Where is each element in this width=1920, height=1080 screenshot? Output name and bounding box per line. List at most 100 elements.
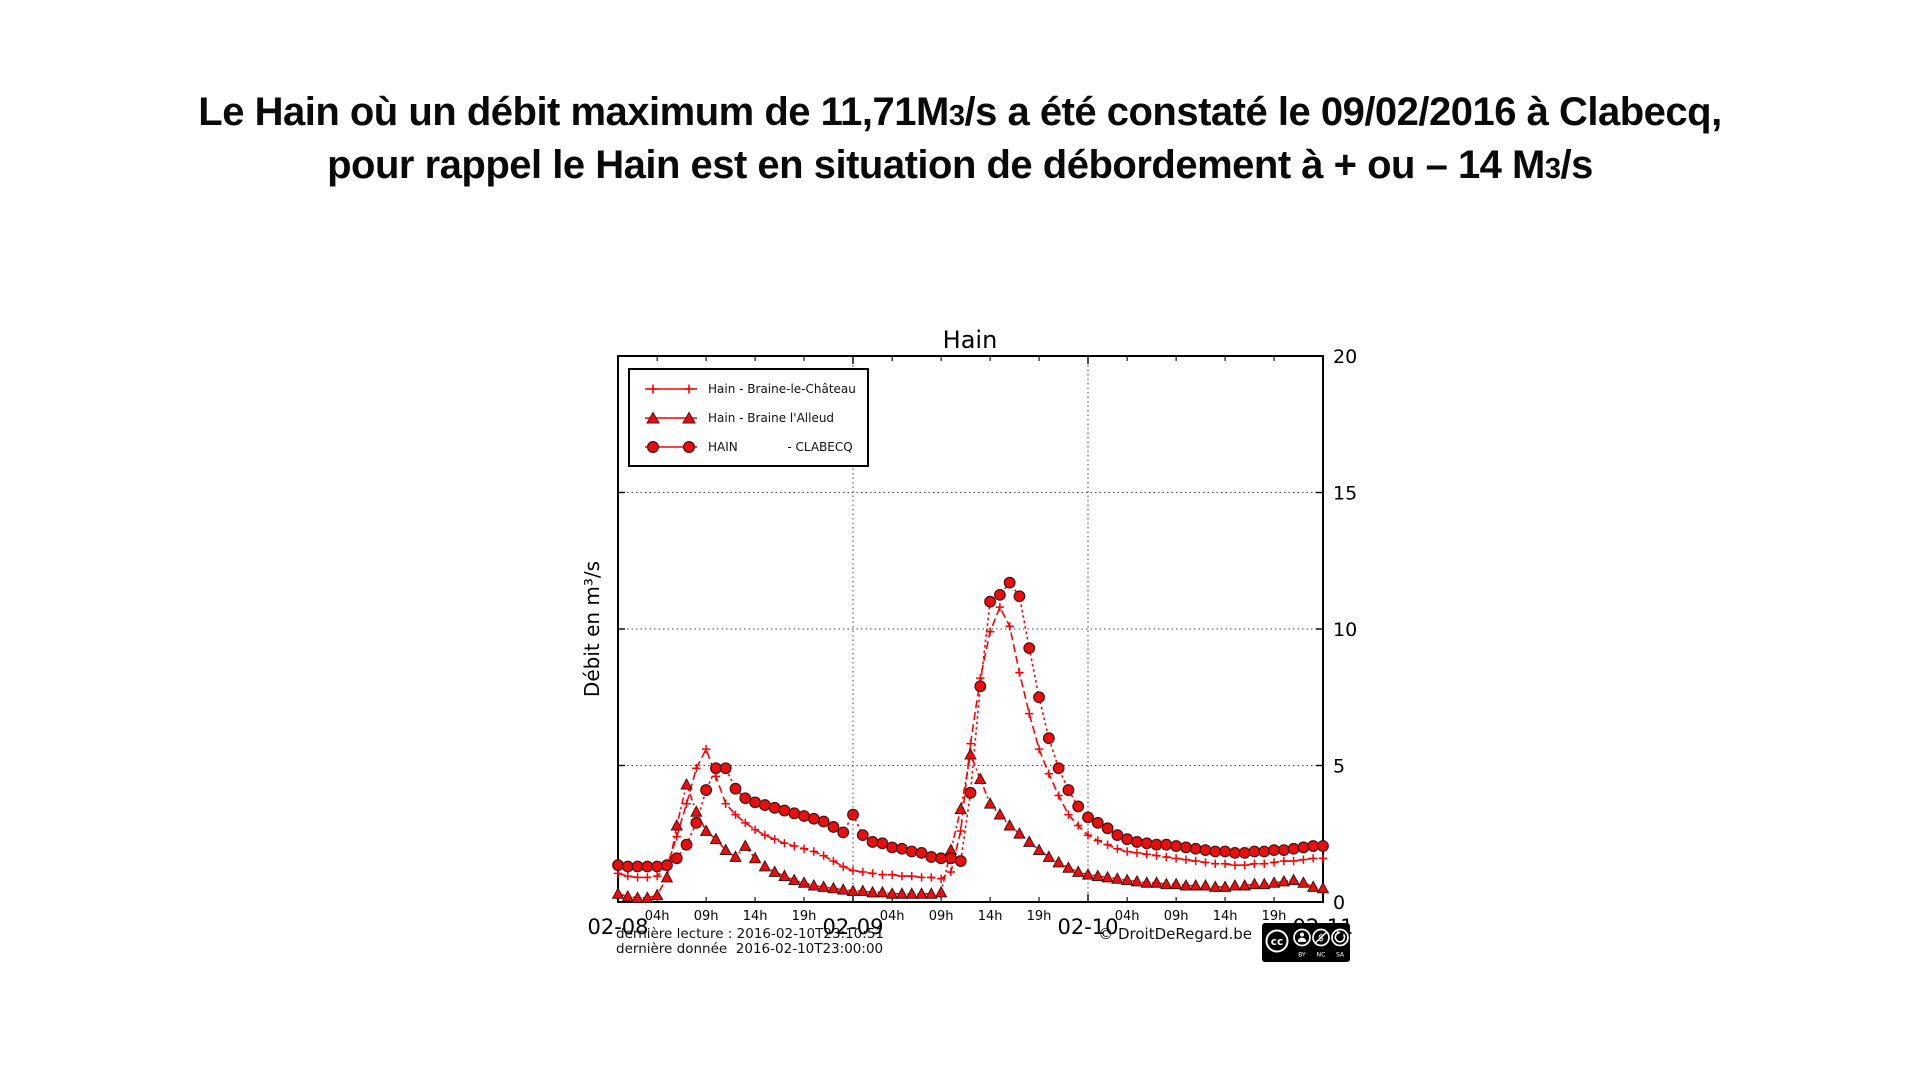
plus-marker xyxy=(1289,856,1298,866)
chart-title: Hain xyxy=(943,326,998,354)
plus-marker xyxy=(721,799,730,808)
triangle-marker xyxy=(1150,876,1163,888)
circle-marker xyxy=(1111,829,1124,842)
plus-marker xyxy=(1230,860,1240,870)
triangle-marker xyxy=(778,869,791,881)
plus-marker xyxy=(760,830,770,840)
circle-marker xyxy=(1042,732,1055,745)
x-axis-hour-label: 19h xyxy=(792,909,817,924)
triangle-marker xyxy=(670,818,683,831)
plus-marker xyxy=(1103,840,1112,849)
plus-marker xyxy=(887,870,897,879)
plus-marker xyxy=(839,862,848,871)
cc-nc-icon: $ xyxy=(1312,928,1330,947)
circle-marker xyxy=(817,815,830,828)
last-data-timestamp: dernière donnée 2016-02-10T23:00:00 xyxy=(616,941,884,957)
plus-marker xyxy=(770,835,779,844)
triangle-marker xyxy=(895,887,909,899)
circle-marker xyxy=(1209,845,1222,858)
triangle-marker xyxy=(739,839,752,851)
circle-marker xyxy=(807,812,820,825)
triangle-marker xyxy=(876,885,889,898)
plus-marker xyxy=(623,871,632,881)
plus-marker xyxy=(731,810,740,819)
plus-marker xyxy=(1113,844,1122,853)
triangle-marker xyxy=(719,843,732,856)
legend-label: Hain - Braine l'Alleud xyxy=(708,410,835,425)
circle-marker xyxy=(1258,845,1271,858)
circle-marker xyxy=(1180,841,1192,854)
plus-marker xyxy=(1309,854,1318,863)
y-axis-tick-label: 10 xyxy=(1333,619,1357,641)
circle-marker xyxy=(1101,822,1114,835)
circle-marker xyxy=(651,860,664,873)
cc-license-badge[interactable]: cc $ BY NC SA xyxy=(1262,923,1350,962)
circle-marker xyxy=(925,851,938,863)
plus-marker xyxy=(819,851,828,860)
legend-label: Hain - Braine-le-Château xyxy=(708,381,856,396)
circle-marker xyxy=(1091,816,1104,829)
circle-marker xyxy=(905,845,918,858)
circle-marker xyxy=(1219,845,1231,858)
x-axis-hour-label: 09h xyxy=(1164,909,1189,924)
triangle-marker xyxy=(1258,877,1271,890)
cc-by-icon xyxy=(1293,928,1311,947)
triangle-marker xyxy=(807,878,821,891)
x-axis-day-label: 02-10 xyxy=(1057,915,1118,939)
triangle-marker xyxy=(1111,872,1124,884)
headline: Le Hain où un débit maximum de 11,71M3/s… xyxy=(0,88,1920,194)
plus-marker xyxy=(1074,821,1083,830)
triangle-marker xyxy=(827,881,840,894)
plus-marker xyxy=(1269,858,1279,867)
triangle-marker xyxy=(1297,876,1310,888)
circle-marker xyxy=(896,842,908,855)
triangle-marker xyxy=(1199,878,1212,891)
circle-marker xyxy=(641,860,654,873)
x-axis-hour-label: 14h xyxy=(743,909,768,924)
circle-marker xyxy=(993,588,1006,601)
circle-marker xyxy=(798,810,810,822)
circle-marker xyxy=(1170,840,1183,852)
plus-marker xyxy=(1162,852,1171,862)
circle-marker xyxy=(670,852,683,865)
triangle-marker xyxy=(983,797,997,809)
circle-marker xyxy=(1238,846,1251,859)
legend-row-braine-le-chateau: Hain - Braine-le-Château xyxy=(643,381,867,397)
circle-marker xyxy=(1072,800,1085,813)
triangle-marker xyxy=(993,807,1007,820)
plus-marker xyxy=(985,627,995,636)
triangle-marker xyxy=(1189,878,1202,891)
series-line-circle xyxy=(617,581,1323,868)
triangle-marker xyxy=(1052,855,1065,868)
plus-marker xyxy=(1260,859,1269,868)
triangle-marker xyxy=(1306,880,1320,892)
headline-text: pour rappel le Hain est en situation de … xyxy=(327,143,1545,187)
triangle-marker xyxy=(866,885,879,898)
triangle-marker xyxy=(1218,880,1232,892)
y-axis-tick-label: 15 xyxy=(1333,483,1357,505)
circle-marker xyxy=(631,860,644,873)
legend-row-braine-l-alleud: Hain - Braine l'Alleud xyxy=(643,410,867,426)
plus-marker xyxy=(946,867,956,877)
triangle-marker xyxy=(758,859,772,872)
plus-marker xyxy=(1191,856,1200,866)
triangle-marker xyxy=(885,887,899,899)
x-axis-hour-label: 14h xyxy=(1213,909,1238,924)
triangle-marker xyxy=(1071,865,1085,877)
plus-marker xyxy=(750,825,760,834)
legend-row-clabecq: HAIN - CLABECQ xyxy=(643,439,867,455)
circle-marker xyxy=(719,762,732,775)
triangle-marker xyxy=(680,777,693,790)
circle-marker xyxy=(680,838,693,851)
headline-text: /s a été constaté le 09/02/2016 à Clabec… xyxy=(964,90,1722,134)
plus-marker xyxy=(917,873,926,882)
y-axis-tick-label: 5 xyxy=(1333,756,1345,778)
plus-marker xyxy=(741,818,750,828)
plus-marker xyxy=(995,602,1005,612)
circle-marker xyxy=(1013,590,1026,603)
plus-marker xyxy=(966,739,975,748)
circle-marker xyxy=(1228,846,1241,859)
plus-marker xyxy=(1025,709,1034,718)
cc-logo-text: cc xyxy=(1271,936,1283,948)
